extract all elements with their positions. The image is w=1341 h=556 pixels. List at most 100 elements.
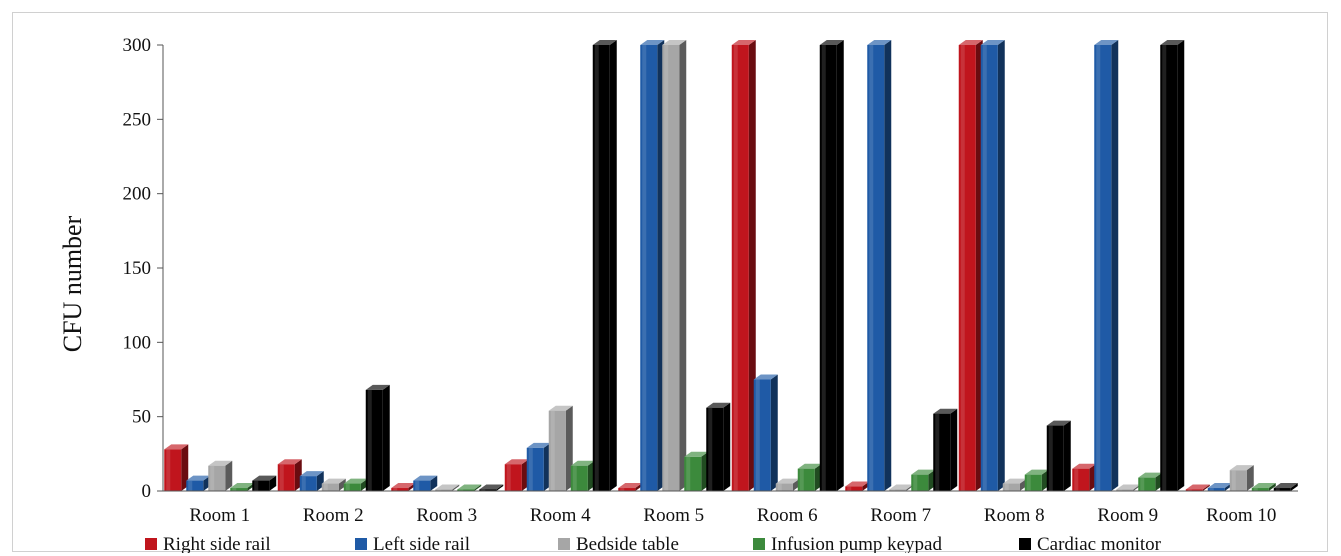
- bar-top: [819, 40, 844, 45]
- bar-side: [748, 40, 756, 491]
- bar-highlight: [528, 447, 533, 491]
- bar-top: [1229, 465, 1254, 471]
- y-axis-title: CFU number: [58, 215, 87, 352]
- bar-top: [526, 442, 551, 448]
- bar-front: [457, 489, 475, 491]
- legend: Right side rail Left side rail Bedside tab…: [145, 534, 1162, 553]
- bar: [753, 374, 778, 491]
- legend-item: Left side rail: [355, 534, 470, 553]
- chart-frame: 0 50 100 150 200 250 300 Room 1 Room 2 Room 3 Roo…: [12, 12, 1328, 553]
- legend-item: Right side rail: [145, 534, 271, 553]
- bar-highlight: [415, 480, 420, 491]
- bar: [277, 459, 302, 491]
- bar-side: [723, 402, 731, 491]
- bar-highlight: [733, 45, 738, 491]
- bar-highlight: [913, 474, 918, 491]
- bar-top: [980, 40, 1005, 45]
- bar-highlight: [620, 488, 625, 491]
- bar-top: [504, 459, 529, 465]
- bar-top: [958, 40, 983, 45]
- bar: [321, 478, 346, 491]
- bar-top: [1002, 478, 1027, 484]
- bar-front: [252, 480, 270, 491]
- bar-side: [836, 40, 844, 491]
- bar-highlight: [1275, 488, 1280, 491]
- bar-top: [706, 402, 731, 408]
- bar-top: [1251, 483, 1276, 489]
- bar: [1024, 469, 1049, 491]
- bar: [731, 40, 756, 491]
- bar-top: [1185, 484, 1210, 490]
- bar-side: [1177, 40, 1185, 491]
- bar-top: [618, 483, 643, 489]
- bar: [1251, 483, 1276, 491]
- bar-top: [775, 478, 800, 484]
- bar: [819, 40, 844, 491]
- legend-swatch: [145, 538, 157, 550]
- bar-highlight: [1162, 45, 1167, 491]
- bar-highlight: [572, 465, 577, 491]
- bar-highlight: [393, 488, 398, 491]
- bar: [980, 40, 1005, 491]
- bar-top: [277, 459, 302, 465]
- bar-highlight: [188, 480, 193, 491]
- bar-top: [1273, 483, 1298, 489]
- bar-side: [770, 374, 778, 491]
- bar: [1072, 463, 1097, 491]
- bar-highlight: [437, 489, 442, 491]
- y-tick-label: 100: [123, 332, 152, 353]
- bar-side: [382, 384, 390, 491]
- bar: [252, 475, 277, 491]
- bar-highlight: [210, 465, 215, 491]
- bar-top: [1072, 463, 1097, 469]
- bar-front: [1273, 488, 1291, 491]
- bar-side: [496, 484, 504, 491]
- bar-side: [997, 40, 1005, 491]
- bar: [889, 484, 914, 491]
- bar-side: [950, 408, 958, 491]
- bar-front: [413, 480, 431, 491]
- legend-item: Bedside table: [558, 534, 679, 553]
- bar-front: [1185, 489, 1203, 491]
- bar: [391, 483, 416, 491]
- bar: [618, 483, 643, 491]
- legend-item: Infusion pump keypad: [753, 534, 942, 553]
- legend-swatch: [753, 538, 765, 550]
- bar-highlight: [686, 456, 691, 491]
- bar-top: [933, 408, 958, 414]
- bar-top: [592, 40, 617, 45]
- bar: [640, 40, 665, 491]
- x-tick-label: Room 5: [643, 505, 704, 526]
- bar-highlight: [1118, 489, 1123, 491]
- bar: [706, 402, 731, 491]
- bar-highlight: [166, 449, 171, 491]
- bar-top: [208, 460, 233, 466]
- bar: [1116, 484, 1141, 491]
- bar: [164, 444, 189, 491]
- bar: [343, 478, 368, 491]
- x-tick-label: Room 10: [1206, 505, 1276, 526]
- bar-highlight: [642, 45, 647, 491]
- bar-top: [391, 483, 416, 489]
- legend-label: Right side rail: [163, 534, 271, 553]
- bar-highlight: [1209, 488, 1214, 491]
- bar-top: [889, 484, 914, 490]
- bar-front: [391, 488, 409, 491]
- bar-top: [1160, 40, 1185, 45]
- bar: [570, 460, 595, 491]
- bar: [1046, 420, 1071, 491]
- bar-top: [1024, 469, 1049, 475]
- bar-front: [889, 489, 907, 491]
- bar-highlight: [799, 468, 804, 491]
- bar-top: [911, 469, 936, 475]
- bar: [867, 40, 892, 491]
- bar: [435, 484, 460, 491]
- bar-front: [479, 489, 497, 491]
- bar-top: [299, 471, 324, 477]
- bar-highlight: [1026, 474, 1031, 491]
- bar: [775, 478, 800, 491]
- bar-highlight: [891, 489, 896, 491]
- bar-top: [164, 444, 189, 450]
- bar-highlight: [708, 407, 713, 491]
- bar-highlight: [821, 45, 826, 491]
